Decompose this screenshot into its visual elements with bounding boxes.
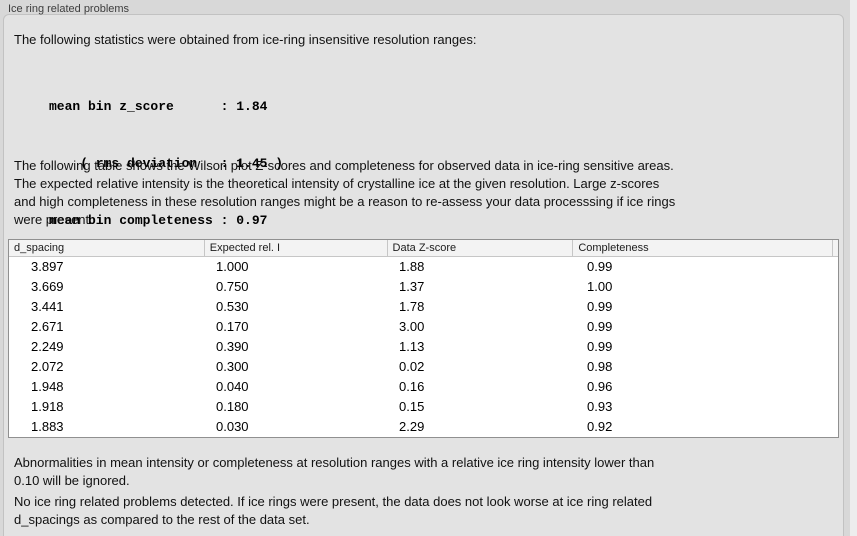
cell-d-spacing: 2.671 bbox=[31, 319, 64, 334]
text-line: and high completeness in these resolutio… bbox=[14, 194, 676, 209]
cell-completeness: 1.00 bbox=[587, 279, 613, 294]
cell-completeness: 0.99 bbox=[587, 299, 613, 314]
group-box-title: Ice ring related problems bbox=[8, 3, 130, 15]
cell-d-spacing: 1.948 bbox=[31, 379, 64, 394]
ice-ring-panel: The following statistics were obtained f… bbox=[3, 14, 844, 536]
column-header-d-spacing[interactable]: d_spacing bbox=[14, 242, 65, 254]
intro-text: The following statistics were obtained f… bbox=[14, 32, 477, 47]
cell-expected-rel-i: 0.300 bbox=[216, 359, 249, 374]
text-line: 0.10 will be ignored. bbox=[14, 473, 130, 488]
text-line: The expected relative intensity is the t… bbox=[14, 176, 660, 191]
table-row[interactable]: 3.669 0.750 1.37 1.00 bbox=[9, 277, 838, 297]
cell-completeness: 0.93 bbox=[587, 399, 613, 414]
column-header-data-z-score[interactable]: Data Z-score bbox=[386, 240, 573, 256]
table-row[interactable]: 1.883 0.030 2.29 0.92 bbox=[9, 417, 838, 437]
cell-expected-rel-i: 0.750 bbox=[216, 279, 249, 294]
table-row[interactable]: 2.249 0.390 1.13 0.99 bbox=[9, 337, 838, 357]
cell-completeness: 0.99 bbox=[587, 339, 613, 354]
cell-data-z-score: 1.88 bbox=[399, 259, 425, 274]
table-row[interactable]: 3.441 0.530 1.78 0.99 bbox=[9, 297, 838, 317]
cell-data-z-score: 0.15 bbox=[399, 399, 425, 414]
window-edge-strip bbox=[850, 0, 857, 536]
cell-completeness: 0.96 bbox=[587, 379, 613, 394]
note-text: Abnormalities in mean intensity or compl… bbox=[14, 454, 654, 490]
cell-d-spacing: 1.918 bbox=[31, 399, 64, 414]
cell-data-z-score: 1.13 bbox=[399, 339, 425, 354]
cell-expected-rel-i: 0.180 bbox=[216, 399, 249, 414]
table-header-row: d_spacing Expected rel. I Data Z-score C… bbox=[9, 240, 838, 257]
cell-expected-rel-i: 1.000 bbox=[216, 259, 249, 274]
cell-completeness: 0.92 bbox=[587, 419, 613, 434]
cell-expected-rel-i: 0.030 bbox=[216, 419, 249, 434]
table-row[interactable]: 2.671 0.170 3.00 0.99 bbox=[9, 317, 838, 337]
table-row[interactable]: 1.918 0.180 0.15 0.93 bbox=[9, 397, 838, 417]
cell-d-spacing: 3.897 bbox=[31, 259, 64, 274]
table-row[interactable]: 1.948 0.040 0.16 0.96 bbox=[9, 377, 838, 397]
cell-d-spacing: 1.883 bbox=[31, 419, 64, 434]
cell-d-spacing: 3.669 bbox=[31, 279, 64, 294]
stats-line: mean bin completeness : 0.97 bbox=[49, 213, 268, 228]
text-line: d_spacings as compared to the rest of th… bbox=[14, 512, 310, 527]
description-text: The following table shows the Wilson plo… bbox=[14, 157, 675, 229]
cell-d-spacing: 2.249 bbox=[31, 339, 64, 354]
cell-data-z-score: 0.16 bbox=[399, 379, 425, 394]
text-line: No ice ring related problems detected. I… bbox=[14, 494, 653, 509]
cell-d-spacing: 3.441 bbox=[31, 299, 64, 314]
cell-data-z-score: 0.02 bbox=[399, 359, 425, 374]
column-header-completeness[interactable]: Completeness bbox=[572, 240, 832, 256]
table-row[interactable]: 2.072 0.300 0.02 0.98 bbox=[9, 357, 838, 377]
cell-completeness: 0.98 bbox=[587, 359, 613, 374]
cell-completeness: 0.99 bbox=[587, 259, 613, 274]
conclusion-text: No ice ring related problems detected. I… bbox=[14, 493, 652, 529]
text-line: The following table shows the Wilson plo… bbox=[14, 158, 674, 173]
column-header-spacer bbox=[832, 240, 838, 256]
cell-expected-rel-i: 0.170 bbox=[216, 319, 249, 334]
text-line: were present. bbox=[14, 212, 93, 227]
ice-ring-table: d_spacing Expected rel. I Data Z-score C… bbox=[8, 239, 839, 438]
stats-line: ( rms deviation : 1.45 ) bbox=[49, 156, 284, 171]
cell-expected-rel-i: 0.530 bbox=[216, 299, 249, 314]
cell-data-z-score: 1.37 bbox=[399, 279, 425, 294]
stats-line: mean bin z_score : 1.84 bbox=[49, 99, 268, 114]
cell-expected-rel-i: 0.390 bbox=[216, 339, 249, 354]
cell-data-z-score: 2.29 bbox=[399, 419, 425, 434]
cell-d-spacing: 2.072 bbox=[31, 359, 64, 374]
table-row[interactable]: 3.897 1.000 1.88 0.99 bbox=[9, 257, 838, 277]
cell-data-z-score: 3.00 bbox=[399, 319, 425, 334]
text-line: Abnormalities in mean intensity or compl… bbox=[14, 455, 655, 470]
column-header-expected-rel-i[interactable]: Expected rel. I bbox=[203, 240, 387, 256]
cell-completeness: 0.99 bbox=[587, 319, 613, 334]
cell-data-z-score: 1.78 bbox=[399, 299, 425, 314]
cell-expected-rel-i: 0.040 bbox=[216, 379, 249, 394]
